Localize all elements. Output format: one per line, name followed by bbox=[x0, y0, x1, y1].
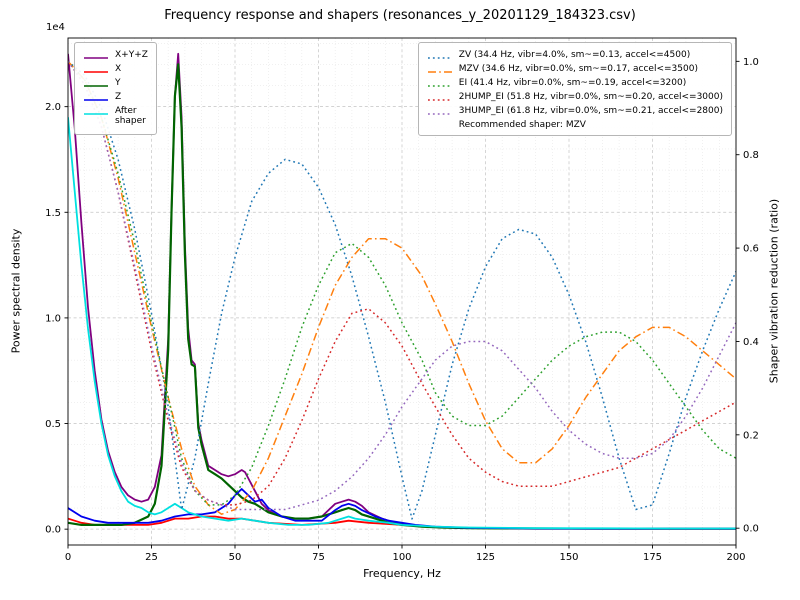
x-tick-label: 25 bbox=[145, 552, 158, 563]
x-tick-label: 50 bbox=[229, 552, 242, 563]
legend-line-sample bbox=[427, 85, 452, 87]
legend-item-label: After shaper bbox=[115, 106, 146, 127]
legend-line-sample bbox=[427, 71, 452, 73]
y-right-tick-label: 0.0 bbox=[743, 524, 759, 535]
series-zv bbox=[68, 60, 736, 520]
legend-shapers: ZV (34.4 Hz, vibr=4.0%, sm~=0.13, accel<… bbox=[417, 42, 732, 136]
legend-line-sample bbox=[84, 85, 108, 87]
legend-item-2hump-ei: 2HUMP_EI (51.8 Hz, vibr=0.0%, sm~=0.20, … bbox=[427, 92, 723, 104]
series-ei bbox=[68, 60, 736, 506]
series-2hump-ei bbox=[68, 60, 736, 506]
legend-item-label: 2HUMP_EI (51.8 Hz, vibr=0.0%, sm~=0.20, … bbox=[458, 92, 723, 102]
y-right-tick-label: 0.4 bbox=[743, 337, 759, 348]
legend-item-label: MZV (34.6 Hz, vibr=0.0%, sm~=0.17, accel… bbox=[458, 64, 698, 74]
legend-line-sample bbox=[84, 99, 108, 101]
y-right-tick-label: 0.8 bbox=[743, 150, 759, 161]
legend-item-zv: ZV (34.4 Hz, vibr=4.0%, sm~=0.13, accel<… bbox=[427, 50, 723, 62]
series-z bbox=[68, 488, 736, 530]
legend-item-3hump-ei: 3HUMP_EI (61.8 Hz, vibr=0.0%, sm~=0.21, … bbox=[427, 106, 723, 118]
legend-item-x: X bbox=[83, 64, 148, 76]
y-left-tick-label: 0.5 bbox=[45, 419, 61, 430]
legend-line-sample bbox=[427, 99, 452, 101]
legend-item-label: 3HUMP_EI (61.8 Hz, vibr=0.0%, sm~=0.21, … bbox=[458, 106, 723, 116]
chart-title: Frequency response and shapers (resonanc… bbox=[164, 8, 636, 23]
series-x-y-z bbox=[68, 52, 736, 530]
y-axis-offset-label: 1e4 bbox=[46, 22, 65, 33]
legend-item-z: Z bbox=[83, 92, 148, 104]
y-left-tick-label: 2.0 bbox=[45, 102, 61, 113]
x-tick-label: 75 bbox=[312, 552, 325, 563]
legend-item-label: X bbox=[115, 64, 122, 74]
x-tick-label: 0 bbox=[65, 552, 71, 563]
x-tick-label: 175 bbox=[643, 552, 662, 563]
y-left-tick-label: 1.5 bbox=[45, 208, 61, 219]
x-tick-label: 125 bbox=[476, 552, 495, 563]
y-left-tick-label: 0.0 bbox=[45, 525, 61, 536]
legend-item-ei: EI (41.4 Hz, vibr=0.0%, sm~=0.19, accel<… bbox=[427, 78, 723, 90]
series-mzv bbox=[68, 60, 736, 515]
legend-item-x-y-z: X+Y+Z bbox=[83, 50, 148, 62]
recommended-shaper-note: Recommended shaper: MZV bbox=[458, 120, 586, 130]
legend-line-sample bbox=[84, 57, 108, 59]
x-axis-label: Frequency, Hz bbox=[363, 567, 441, 580]
legend-line-sample bbox=[84, 71, 108, 73]
x-tick-label: 200 bbox=[726, 552, 745, 563]
legend-item-mzv: MZV (34.6 Hz, vibr=0.0%, sm~=0.17, accel… bbox=[427, 64, 723, 76]
legend-line-sample bbox=[427, 57, 452, 59]
legend-item-label: X+Y+Z bbox=[115, 50, 148, 60]
legend-sources: X+Y+Z X Y Z After shaper bbox=[74, 42, 157, 135]
legend-item-label: ZV (34.4 Hz, vibr=4.0%, sm~=0.13, accel<… bbox=[458, 50, 691, 60]
series-after-shaper bbox=[68, 117, 736, 530]
x-tick-label: 100 bbox=[392, 552, 411, 563]
y-right-tick-label: 0.2 bbox=[743, 430, 759, 441]
legend-item-label: Y bbox=[115, 78, 121, 88]
y-right-tick-label: 0.6 bbox=[743, 244, 759, 255]
series-3hump-ei bbox=[68, 60, 736, 511]
legend-line-sample bbox=[84, 113, 108, 115]
legend-item-label: EI (41.4 Hz, vibr=0.0%, sm~=0.19, accel<… bbox=[458, 78, 687, 88]
y-left-tick-label: 1.0 bbox=[45, 313, 61, 324]
legend-item-y: Y bbox=[83, 78, 148, 90]
legend-item-after-shaper: After shaper bbox=[83, 106, 148, 127]
x-tick-label: 150 bbox=[559, 552, 578, 563]
legend-line-sample bbox=[427, 113, 452, 115]
legend-item-label: Z bbox=[115, 92, 122, 102]
y-right-tick-label: 1.0 bbox=[743, 57, 759, 68]
